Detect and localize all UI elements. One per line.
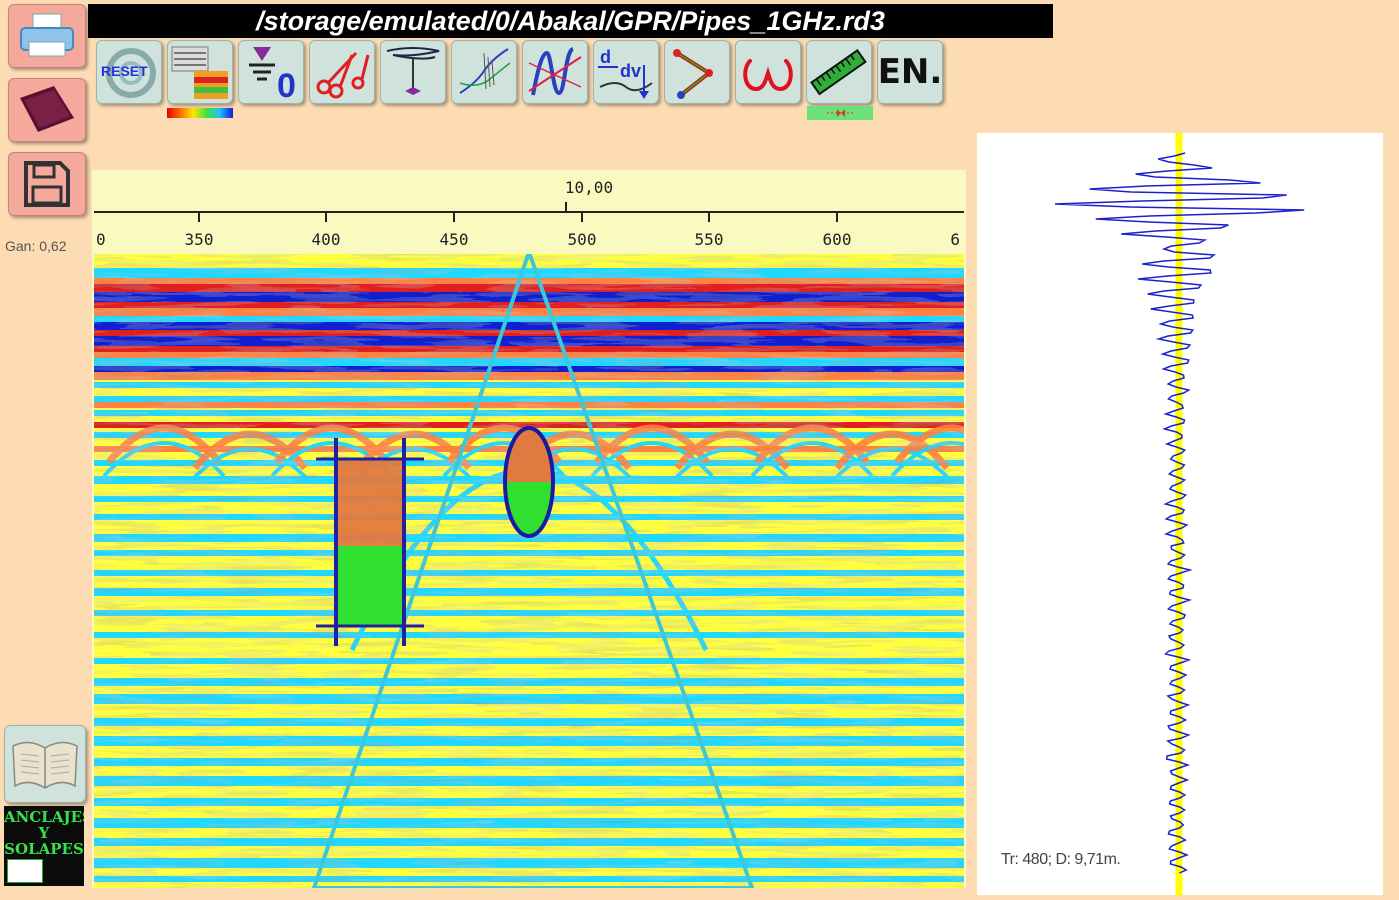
manual-button[interactable] (4, 725, 86, 803)
app-badge-icon (7, 859, 43, 883)
trace-panel[interactable]: Tr: 480; D: 9,71m. (977, 133, 1383, 895)
filter-button[interactable] (451, 40, 517, 104)
color-palette-icon (171, 46, 228, 99)
derivative-icon: d dv (598, 47, 653, 99)
open-button[interactable] (8, 78, 86, 142)
distance-axis: 10,00 0 350 400 450 500 550 600 6 (94, 178, 964, 249)
ruler-icon (810, 48, 867, 96)
language-button[interactable]: EN. (877, 40, 943, 104)
trace-waveform (1054, 152, 1305, 874)
measured-zone-marker (316, 438, 424, 646)
reset-icon (106, 48, 156, 98)
svg-text:0: 0 (277, 67, 296, 101)
gain-label: Gan: 0,62 (5, 238, 67, 254)
time-zero-icon (386, 47, 440, 95)
x-tick-label: 600 (823, 230, 852, 249)
promo-line-2: Y (38, 824, 50, 842)
promo-line-1: ANCLAJES (4, 808, 84, 826)
palette-color-bar (167, 108, 233, 118)
promo-line-3: SOLAPES (4, 840, 84, 858)
zero-level-icon: 0 (249, 47, 296, 101)
omega-icon (743, 59, 793, 92)
reset-label: RESET (101, 63, 148, 79)
cut-button[interactable] (309, 40, 375, 104)
printer-icon (20, 13, 74, 57)
frequency-button[interactable] (735, 40, 801, 104)
migration-cone-overlay (311, 254, 755, 888)
derivative-button[interactable]: d dv (593, 40, 659, 104)
filter-wave-icon (459, 48, 511, 94)
file-path-title: /storage/emulated/0/Abakal/GPR/Pipes_1GH… (88, 4, 1053, 38)
x-tick-label: 400 (312, 230, 341, 249)
x-tick-label: 0 (96, 230, 106, 249)
x-tick-label: 350 (185, 230, 214, 249)
hyperbola-fit-icon (673, 49, 713, 99)
x-tick-label: 500 (568, 230, 597, 249)
x-tick-label: 450 (440, 230, 469, 249)
print-button[interactable] (8, 4, 86, 68)
normalize-icon (528, 47, 582, 96)
floppy-disk-icon (24, 161, 70, 207)
trace-readout: Tr: 480; D: 9,71m. (1001, 851, 1121, 868)
ruler-arrows-icon (827, 109, 853, 117)
svg-text:dv: dv (620, 61, 641, 81)
x-tick-label: 6 (950, 230, 960, 249)
anclajes-promo-button[interactable]: ANCLAJES Y SOLAPES (4, 806, 84, 886)
migration-button[interactable] (664, 40, 730, 104)
radargram-view[interactable]: 10,00 0 350 400 450 500 550 600 6 (92, 170, 966, 888)
zero-level-button[interactable]: 0 (238, 40, 304, 104)
book-icon (12, 741, 78, 789)
save-button[interactable] (8, 152, 86, 216)
palette-button[interactable] (167, 40, 233, 104)
ruler-button[interactable] (806, 40, 872, 104)
svg-text:d: d (600, 47, 611, 67)
time-zero-button[interactable] (380, 40, 446, 104)
ruler-indicator (807, 106, 873, 120)
x-tick-label: 550 (695, 230, 724, 249)
normalize-button[interactable] (522, 40, 588, 104)
folder-icon (20, 86, 74, 132)
reset-button[interactable]: RESET (96, 40, 162, 104)
scissors-icon (316, 51, 370, 99)
language-label: EN. (877, 52, 943, 92)
distance-label: 10,00 (565, 178, 613, 197)
